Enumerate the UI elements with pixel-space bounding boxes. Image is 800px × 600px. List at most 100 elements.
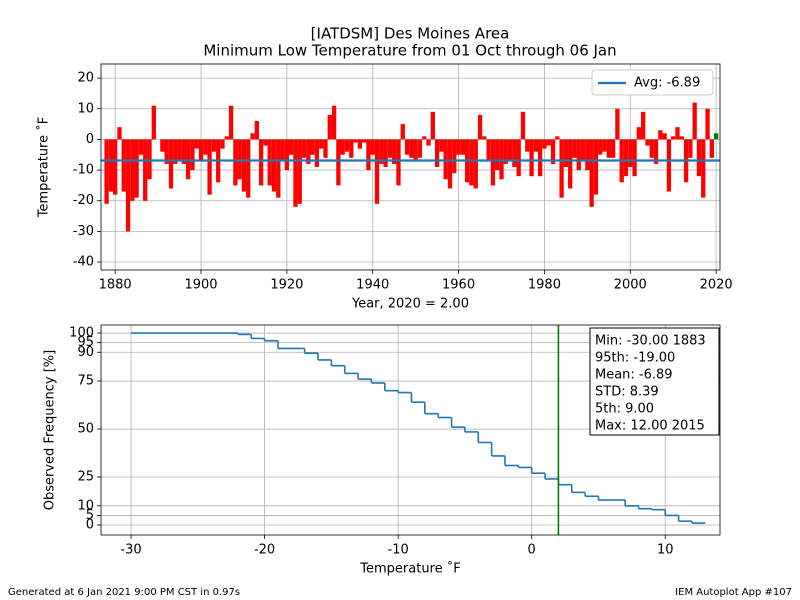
bar [430, 111, 435, 140]
bar [696, 139, 702, 177]
x-tick-label: 1900 [184, 278, 217, 293]
bar [151, 105, 156, 140]
bar [246, 139, 251, 198]
legend-label: Avg: -6.89 [634, 76, 700, 91]
bar [297, 139, 302, 204]
bar [383, 139, 388, 167]
bar [679, 136, 684, 140]
bar [456, 139, 461, 155]
marks [101, 102, 720, 232]
bar [593, 139, 599, 195]
bar [284, 139, 290, 171]
bar [280, 139, 285, 161]
bar [692, 102, 697, 140]
bar [413, 139, 418, 161]
stats-line: Max: 12.00 2015 [595, 419, 705, 434]
x-tick-label: -30 [120, 543, 141, 558]
bar [147, 139, 152, 180]
axes-frame [100, 63, 721, 271]
footer-left: Generated at 6 Jan 2021 9:00 PM CST in 0… [8, 587, 240, 598]
bar [606, 139, 611, 158]
bar [602, 139, 607, 152]
x-tick-label: 1980 [528, 278, 561, 293]
bar [228, 105, 234, 140]
chart-subtitle: Minimum Low Temperature from 01 Oct thro… [203, 42, 616, 60]
x-tick-label: 1920 [270, 278, 303, 293]
bar [443, 139, 448, 180]
stats-line: 95th: -19.00 [595, 351, 675, 366]
bar [349, 139, 354, 158]
bar [576, 139, 581, 171]
bar [258, 139, 264, 186]
bar [108, 139, 114, 192]
bar [370, 139, 375, 155]
bar [671, 136, 676, 140]
bar [211, 139, 217, 152]
bar [568, 139, 573, 189]
bar [580, 139, 586, 161]
x-tick-label: -10 [388, 543, 409, 558]
bar [542, 139, 547, 149]
bar [301, 139, 307, 158]
bar [666, 139, 672, 192]
bar [220, 139, 225, 149]
bar [589, 139, 594, 207]
bar [203, 139, 208, 155]
bar [353, 139, 358, 143]
bar [628, 139, 633, 167]
bar [185, 139, 191, 180]
bar [233, 139, 238, 186]
bar [460, 139, 466, 155]
bar [701, 139, 706, 198]
bar [207, 139, 212, 195]
y-tick-label: 10 [77, 101, 94, 116]
x-tick-label: 0 [528, 543, 536, 558]
bar [615, 108, 620, 140]
bar [387, 139, 393, 158]
y-tick-label: 75 [77, 374, 94, 389]
bar [705, 108, 710, 140]
bar [198, 139, 204, 161]
bar [323, 139, 328, 158]
bar [125, 139, 131, 232]
bar [190, 139, 195, 171]
bar [250, 133, 255, 140]
bar [404, 139, 410, 155]
bar [632, 139, 637, 177]
bar [550, 139, 556, 164]
y-tick-label: 90 [77, 345, 94, 360]
bar [314, 139, 320, 167]
x-tick-label: -20 [254, 543, 275, 558]
bar [134, 139, 139, 198]
stats-line: 5th: 9.00 [595, 402, 654, 417]
bar [520, 111, 526, 140]
bar [559, 139, 564, 198]
y-tick-label: 50 [77, 422, 94, 437]
bar [598, 139, 603, 155]
y-tick-label: 0 [86, 518, 94, 533]
bar [503, 139, 508, 164]
bar [434, 139, 440, 167]
bar [507, 139, 513, 161]
bar [327, 114, 332, 140]
bar [319, 139, 324, 149]
bar [331, 105, 337, 140]
x-tick-label: 10 [657, 543, 674, 558]
bar [400, 124, 405, 140]
bar [417, 139, 423, 158]
bar [486, 139, 491, 161]
bar [361, 139, 367, 143]
bar [289, 139, 294, 155]
bar [662, 133, 667, 140]
bar [121, 139, 126, 192]
y-tick-label: 0 [86, 132, 94, 147]
bar [271, 139, 277, 192]
stats-line: STD: 8.39 [595, 385, 659, 400]
x-tick-label: 2000 [614, 278, 647, 293]
bar [241, 139, 247, 192]
stats-line: Min: -30.00 1883 [595, 334, 706, 349]
x-tick-label: 1880 [99, 278, 132, 293]
bar [533, 139, 538, 152]
